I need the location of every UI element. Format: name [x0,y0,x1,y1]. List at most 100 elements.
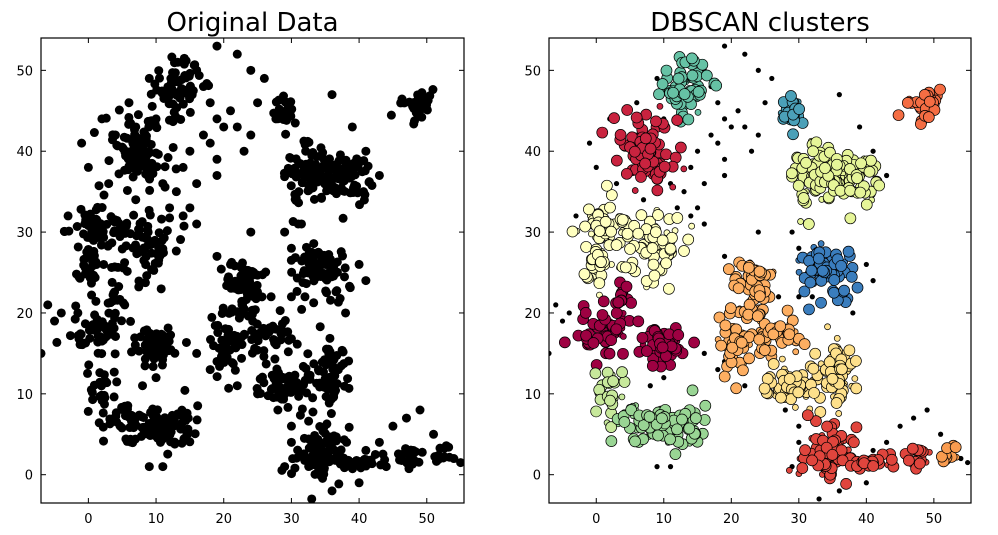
y-tick-label: 50 [524,64,541,79]
noise-point [836,488,842,494]
data-point [275,306,285,316]
core-point-cluster-0 [678,88,691,100]
data-point [145,430,155,440]
noise-point [742,383,748,389]
data-point [95,368,105,378]
data-point [259,73,269,83]
data-point [113,262,123,272]
core-point-cluster-11 [699,399,712,412]
border-point-cluster-9 [833,334,841,342]
core-point-cluster-7 [719,319,732,332]
core-point-cluster-0 [686,52,698,65]
core-point-cluster-5 [593,277,606,290]
noise-point [593,164,599,170]
core-point-cluster-9 [758,382,771,395]
data-point [212,41,222,51]
data-point [290,463,300,473]
data-point [178,162,188,172]
core-point-cluster-1 [651,184,664,197]
border-point-cluster-9 [824,323,831,331]
data-point [429,429,439,439]
data-point [299,433,309,443]
core-point-cluster-1 [614,129,627,141]
data-point [309,276,319,286]
data-point [316,192,326,202]
data-point [279,91,289,101]
data-point [136,431,146,441]
data-point [313,459,323,469]
data-point [329,261,339,271]
core-point-cluster-5 [648,269,661,282]
core-point-cluster-9 [809,347,822,360]
data-point [354,259,364,269]
data-point [131,195,141,205]
data-point [376,460,386,470]
data-point [287,267,297,277]
data-point [162,226,172,236]
y-tick-label: 40 [16,145,33,160]
data-point [334,479,344,489]
data-point [89,270,99,280]
data-point [388,421,398,431]
data-point [78,229,88,239]
core-point-cluster-5 [578,268,591,280]
data-point [99,436,109,446]
data-point [413,90,423,100]
noise-point [661,375,667,381]
data-point [114,282,124,292]
core-point-cluster-8 [617,347,629,360]
data-point [337,345,347,355]
data-point [130,143,140,153]
data-point [205,138,215,148]
data-point [306,460,316,470]
data-point [286,243,296,253]
data-point [186,87,196,97]
core-point-cluster-12 [799,444,811,456]
noise-point [796,294,802,300]
core-point-cluster-5 [605,189,618,201]
core-point-cluster-1 [596,126,609,139]
data-point [354,478,364,488]
data-point [148,362,158,372]
data-point [212,372,222,382]
data-point [83,406,93,416]
data-point [122,218,132,228]
data-point [318,148,328,158]
data-point [299,136,309,146]
core-point-cluster-4 [851,172,863,184]
core-point-cluster-1 [644,142,657,155]
noise-point [566,310,572,316]
data-point [326,409,336,419]
data-point [336,247,346,257]
noise-point [654,464,660,470]
core-point-cluster-5 [601,179,613,192]
data-point [156,284,166,294]
data-point [168,142,178,152]
data-point [63,211,73,221]
x-tick-label: 40 [858,512,875,527]
core-point-cluster-1 [650,115,662,128]
noise-point [701,180,707,187]
core-point-cluster-4 [863,165,876,178]
core-point-cluster-7 [718,370,731,383]
core-point-cluster-7 [742,261,755,274]
data-point [198,130,208,140]
border-point-cluster-5 [540,231,546,237]
data-point [310,266,320,276]
data-point [273,114,283,124]
core-point-cluster-8 [646,360,659,372]
data-point [185,107,195,117]
data-point [253,98,263,108]
data-point [171,164,181,174]
data-point [428,85,438,95]
data-point [181,337,191,347]
data-point [270,354,280,364]
core-point-cluster-9 [767,358,780,370]
data-point [161,416,171,426]
data-point [154,66,164,76]
data-point [166,437,176,447]
data-point [93,232,103,242]
data-point [155,437,165,447]
data-point [232,381,242,391]
core-point-cluster-5 [580,241,592,253]
